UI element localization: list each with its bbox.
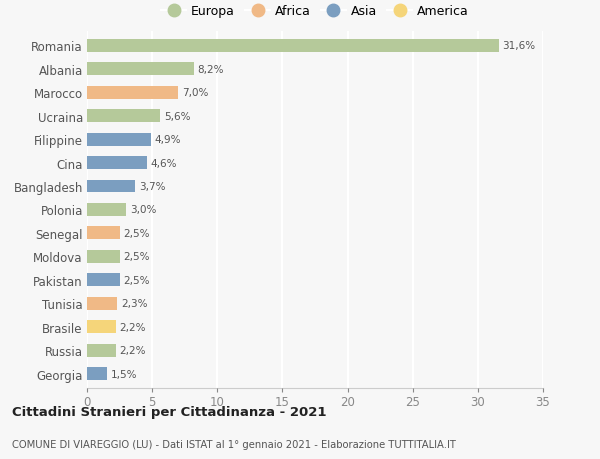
- Text: 31,6%: 31,6%: [503, 41, 536, 51]
- Text: 2,3%: 2,3%: [121, 299, 148, 308]
- Text: 2,5%: 2,5%: [124, 229, 150, 238]
- Text: 3,0%: 3,0%: [130, 205, 157, 215]
- Bar: [87, 157, 147, 170]
- Text: COMUNE DI VIAREGGIO (LU) - Dati ISTAT al 1° gennaio 2021 - Elaborazione TUTTITAL: COMUNE DI VIAREGGIO (LU) - Dati ISTAT al…: [12, 440, 456, 449]
- Text: 3,7%: 3,7%: [139, 182, 166, 191]
- Text: Cittadini Stranieri per Cittadinanza - 2021: Cittadini Stranieri per Cittadinanza - 2…: [12, 405, 326, 419]
- Text: 1,5%: 1,5%: [110, 369, 137, 379]
- Bar: [87, 63, 194, 76]
- Bar: [87, 40, 499, 53]
- Text: 4,9%: 4,9%: [155, 135, 181, 145]
- Bar: [87, 344, 116, 357]
- Text: 7,0%: 7,0%: [182, 88, 208, 98]
- Bar: [87, 320, 116, 333]
- Bar: [87, 227, 119, 240]
- Text: 2,2%: 2,2%: [119, 346, 146, 355]
- Text: 2,5%: 2,5%: [124, 275, 150, 285]
- Bar: [87, 203, 126, 217]
- Text: 5,6%: 5,6%: [164, 112, 190, 121]
- Text: 2,5%: 2,5%: [124, 252, 150, 262]
- Text: 2,2%: 2,2%: [119, 322, 146, 332]
- Bar: [87, 367, 107, 380]
- Bar: [87, 134, 151, 146]
- Bar: [87, 180, 135, 193]
- Bar: [87, 297, 117, 310]
- Text: 8,2%: 8,2%: [198, 65, 224, 74]
- Text: 4,6%: 4,6%: [151, 158, 178, 168]
- Bar: [87, 110, 160, 123]
- Legend: Europa, Africa, Asia, America: Europa, Africa, Asia, America: [158, 3, 472, 21]
- Bar: [87, 274, 119, 286]
- Bar: [87, 87, 178, 100]
- Bar: [87, 250, 119, 263]
